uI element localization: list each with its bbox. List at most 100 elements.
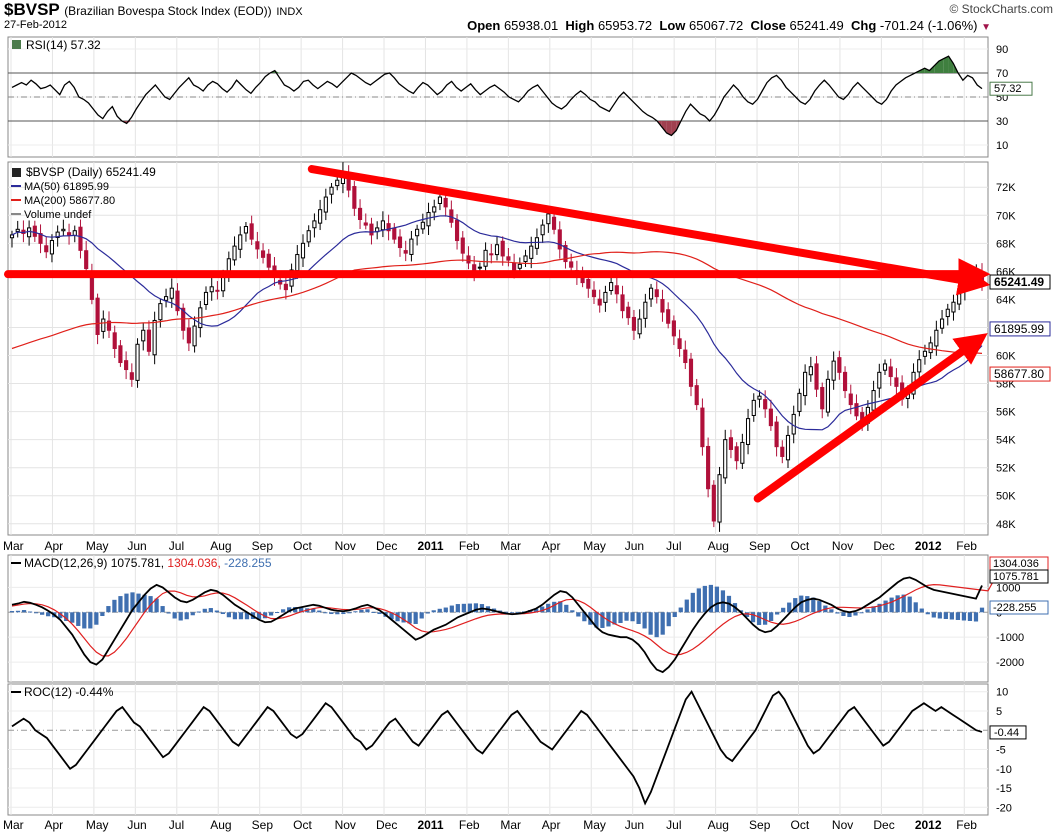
chg-value: -701.24 (-1.06%) — [879, 18, 978, 33]
price-current-box — [989, 274, 1051, 290]
macd-histogram-bar — [540, 606, 545, 613]
candle-body — [557, 229, 562, 250]
macd-histogram-bar — [40, 612, 45, 615]
candle-body — [169, 287, 174, 299]
legend-entry: MA(50) 61895.99 — [24, 181, 109, 193]
macd-histogram-bar — [570, 610, 575, 613]
candle-body — [78, 226, 83, 251]
macd-histogram-bar — [630, 612, 635, 622]
candle-body — [820, 386, 825, 410]
macd-histogram-bar — [672, 612, 677, 618]
candle-body — [118, 345, 123, 364]
macd-histogram-bar — [907, 596, 912, 613]
price-tick-label: 72K — [996, 182, 1016, 194]
macd-histogram-bar — [166, 612, 171, 614]
candle-body — [124, 360, 129, 371]
roc-line — [11, 690, 983, 806]
macd-histogram-bar — [853, 612, 858, 616]
macd-histogram-bar — [407, 612, 412, 624]
macd-histogram-bar — [100, 612, 105, 617]
macd-histogram-bar — [829, 609, 834, 613]
macd-histogram-bar — [913, 602, 918, 613]
macd-histogram-bar — [871, 606, 876, 613]
macd-histogram-bar — [756, 612, 762, 625]
macd-histogram-bar — [895, 595, 900, 613]
macd-histogram-bar — [931, 612, 936, 618]
x-tick-label: Apr — [542, 818, 561, 832]
candle-body — [774, 421, 779, 448]
candle-body — [186, 327, 191, 344]
macd-histogram-bar — [88, 612, 93, 629]
x-tick-label: Feb — [956, 818, 977, 832]
x-tick-label: Feb — [459, 818, 480, 832]
candle-body — [232, 245, 237, 261]
macd-histogram-bar — [799, 595, 804, 613]
candle-body — [15, 228, 20, 232]
candle-body — [962, 283, 967, 292]
candle-body — [106, 320, 112, 331]
macd-histogram-bar — [943, 612, 948, 619]
brand-logo: © StockCharts.com — [949, 2, 1053, 16]
candle-body — [415, 228, 420, 237]
candle-body — [671, 320, 676, 337]
x-tick-label: Nov — [832, 818, 853, 832]
macd-tick-label: -1000 — [996, 632, 1024, 644]
candle-body — [369, 223, 374, 236]
price-tick-label: 64K — [996, 294, 1016, 306]
candle-body — [363, 222, 368, 226]
macd-histogram-bar — [805, 596, 810, 613]
trend-arrow-2 — [307, 165, 991, 296]
macd-histogram-bar — [287, 607, 292, 613]
candle-body — [312, 220, 317, 229]
exchange-label: INDX — [276, 6, 303, 18]
macd-histogram-bar — [184, 612, 189, 620]
candle-body — [939, 318, 945, 329]
macd-current-box — [989, 569, 1049, 584]
candle-body — [112, 332, 117, 349]
macd-histogram-bar — [702, 585, 707, 613]
candle-body — [597, 298, 602, 306]
candle-body — [9, 234, 15, 239]
candle-body — [711, 484, 716, 522]
macd-histogram-bar — [58, 612, 63, 619]
price-current-box — [989, 321, 1051, 337]
macd-histogram-bar — [106, 606, 111, 613]
candle-body — [523, 255, 528, 263]
candle-body — [917, 359, 922, 373]
candle-body — [922, 350, 928, 357]
macd-histogram-bar — [949, 612, 954, 620]
candle-body — [728, 437, 734, 450]
x-tick-label: Mar — [3, 539, 24, 553]
macd-histogram-bar — [335, 612, 340, 615]
macd-histogram-bar — [696, 588, 701, 613]
macd-histogram-bar — [293, 607, 298, 613]
macd-histogram-bar — [244, 612, 250, 620]
candle-body — [803, 371, 808, 397]
macd-histogram-bar — [744, 612, 750, 618]
macd-histogram-bar — [600, 612, 605, 628]
rsi-overbought-fill — [943, 56, 949, 73]
x-tick-label: Sep — [749, 818, 771, 832]
macd-histogram-bar — [467, 603, 473, 613]
candle-body — [586, 278, 591, 289]
candle-body — [460, 237, 465, 254]
macd-histogram-bar — [94, 612, 99, 625]
candle-body — [888, 366, 893, 378]
chart-date: 27-Feb-2012 — [4, 19, 67, 31]
rsi-overbought-fill — [938, 58, 944, 73]
macd-histogram-bar — [202, 608, 207, 613]
macd-histogram-bar — [624, 612, 629, 621]
x-tick-label: Aug — [210, 539, 231, 553]
macd-histogram-bar — [142, 594, 147, 613]
roc-tick-label: -5 — [996, 745, 1006, 757]
candle-body — [506, 256, 511, 261]
candle-body — [129, 372, 134, 380]
macd-histogram-bar — [925, 612, 930, 615]
x-tick-label: 2011 — [417, 818, 443, 832]
price-tick-label: 52K — [996, 463, 1016, 475]
macd-histogram-bar — [341, 612, 346, 615]
candle-body — [871, 390, 876, 411]
candle-body — [614, 285, 619, 295]
x-tick-label: Dec — [873, 818, 894, 832]
